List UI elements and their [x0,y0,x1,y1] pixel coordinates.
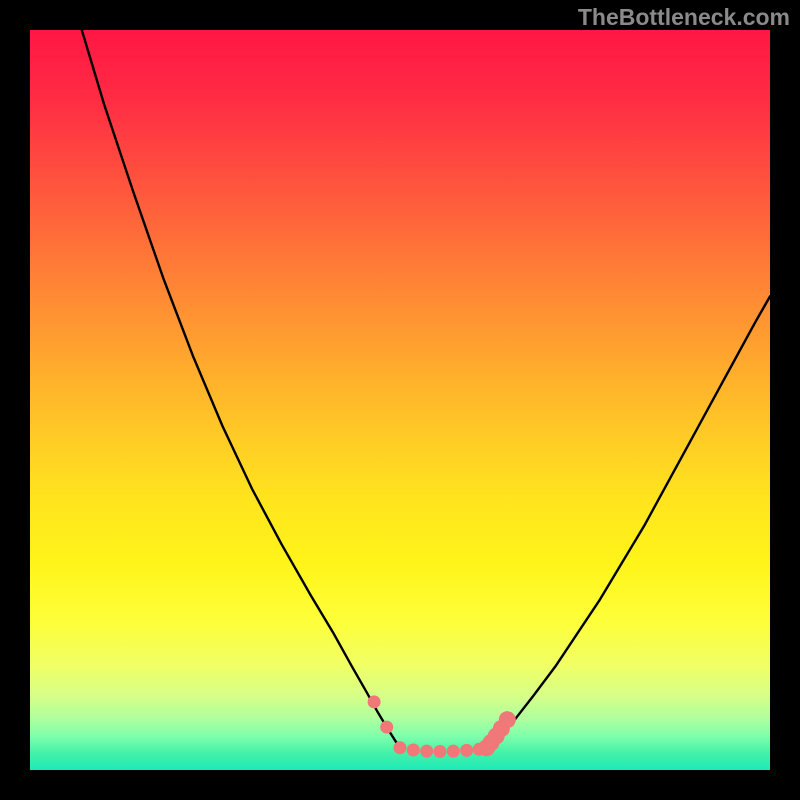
chart-root: TheBottleneck.com [0,0,800,800]
marker-dot [420,745,433,758]
marker-dot [433,745,446,758]
gradient-background [30,30,770,770]
marker-dot [368,695,381,708]
marker-dot [447,745,460,758]
marker-dot [460,744,473,757]
marker-dot [499,711,516,728]
plot-area [30,30,770,770]
marker-dot [407,744,420,757]
chart-svg [30,30,770,770]
marker-dot [380,721,393,734]
watermark-text: TheBottleneck.com [578,4,790,31]
marker-dot [394,741,407,754]
